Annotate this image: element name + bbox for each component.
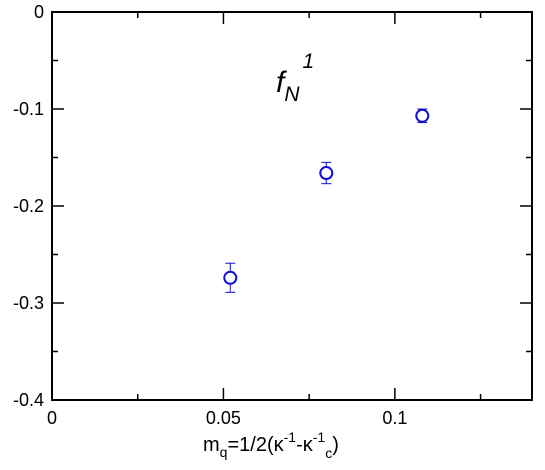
y-tick-label: 0 bbox=[34, 2, 44, 22]
axis-ticks bbox=[51, 11, 532, 401]
plot-frame bbox=[51, 11, 533, 401]
x-label-part-4: -κ bbox=[296, 434, 314, 456]
axis-tick-labels: 0 0.05 0.1 0 -0.1 -0.2 -0.3 -0.4 bbox=[13, 2, 407, 428]
y-tick-label: -0.4 bbox=[13, 390, 44, 410]
x-tick-label: 0.1 bbox=[382, 408, 407, 428]
x-label-part-1: q bbox=[220, 444, 228, 460]
data-point bbox=[415, 108, 430, 123]
x-label-part-3: -1 bbox=[284, 429, 297, 445]
x-label-part-7: ) bbox=[332, 434, 339, 456]
x-tick-label: 0 bbox=[47, 408, 57, 428]
x-tick-label: 0.05 bbox=[206, 408, 241, 428]
x-label-part-2: =1/2(κ bbox=[227, 434, 284, 456]
x-label-part-0: m bbox=[203, 434, 220, 456]
annotation-label: fN1 bbox=[276, 50, 314, 106]
x-label-part-5: -1 bbox=[313, 429, 326, 445]
y-tick-label: -0.2 bbox=[13, 196, 44, 216]
x-label-part-6: c bbox=[325, 445, 332, 461]
annotation-base: f bbox=[276, 66, 287, 99]
data-point bbox=[319, 166, 334, 181]
annotation-subscript: N bbox=[284, 83, 300, 106]
data-points bbox=[223, 108, 430, 293]
data-point bbox=[223, 270, 238, 285]
x-axis-label: mq=1/2(κ-1-κ-1c) bbox=[203, 429, 339, 461]
y-tick-label: -0.3 bbox=[13, 293, 44, 313]
y-tick-label: -0.1 bbox=[13, 99, 44, 119]
annotation-superscript: 1 bbox=[303, 50, 315, 73]
